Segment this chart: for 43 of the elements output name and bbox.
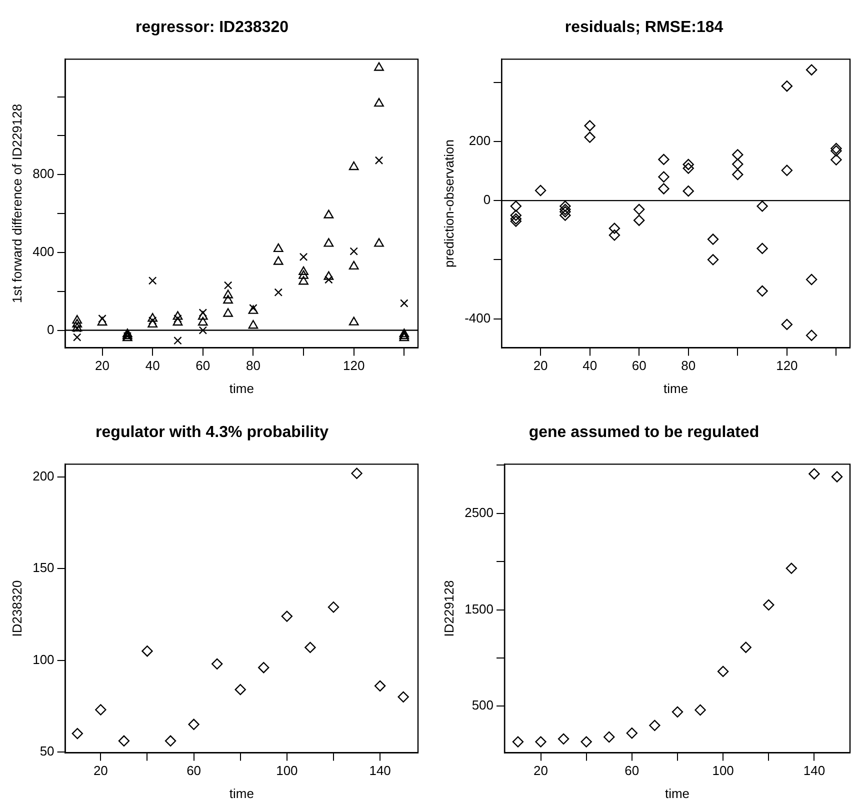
x-tick-label: 40 [582, 358, 598, 374]
x-tick-label: 140 [803, 763, 826, 778]
x-tick-label: 20 [93, 763, 108, 778]
x-tick-label: 60 [186, 763, 202, 778]
x-tick-label: 80 [246, 358, 260, 374]
y-axis-title: 1st forward difference of ID229128 [9, 104, 24, 304]
x-tick-label: 20 [95, 358, 110, 374]
x-tick-label: 100 [276, 763, 298, 778]
x-tick-label: 20 [534, 763, 548, 778]
y-tick-label: 0 [483, 192, 491, 208]
x-axis-title: time [229, 380, 254, 396]
x-tick-label: 60 [624, 763, 640, 778]
chart-title: regressor: ID238320 [136, 19, 289, 36]
x-axis-title: time [229, 786, 254, 801]
y-tick-label: 500 [472, 698, 494, 713]
y-tick-label: 0 [47, 322, 54, 337]
y-tick-label: 1500 [464, 601, 494, 616]
x-tick-label: 40 [145, 358, 160, 374]
y-axis-title: ID238320 [9, 580, 24, 637]
x-tick-label: 120 [776, 358, 798, 374]
x-tick-label: 80 [681, 358, 696, 374]
y-tick-label: 150 [32, 560, 54, 576]
chart-title: gene assumed to be regulated [528, 424, 760, 442]
x-tick-label: 140 [369, 763, 391, 778]
y-tick-label: -400 [464, 310, 491, 326]
x-tick-label: 60 [632, 358, 646, 374]
y-tick-label: 200 [468, 132, 491, 148]
y-axis-title: prediction-observation [441, 140, 456, 268]
y-tick-label: 2500 [464, 504, 494, 520]
x-axis-title: time [664, 380, 688, 396]
chart-title: regulator with 4.3% probability [96, 424, 329, 442]
x-axis-title: time [664, 786, 690, 801]
y-tick-label: 400 [32, 244, 54, 260]
y-tick-label: 800 [32, 166, 54, 182]
x-tick-label: 100 [712, 763, 734, 778]
x-tick-label: 60 [196, 358, 210, 374]
y-tick-label: 50 [40, 743, 54, 758]
y-tick-label: 200 [32, 468, 54, 484]
x-tick-label: 20 [533, 358, 548, 374]
x-tick-label: 120 [342, 358, 365, 374]
y-tick-label: 100 [32, 652, 54, 667]
y-axis-title: ID229128 [441, 580, 456, 637]
chart-title: residuals; RMSE:184 [564, 19, 724, 36]
